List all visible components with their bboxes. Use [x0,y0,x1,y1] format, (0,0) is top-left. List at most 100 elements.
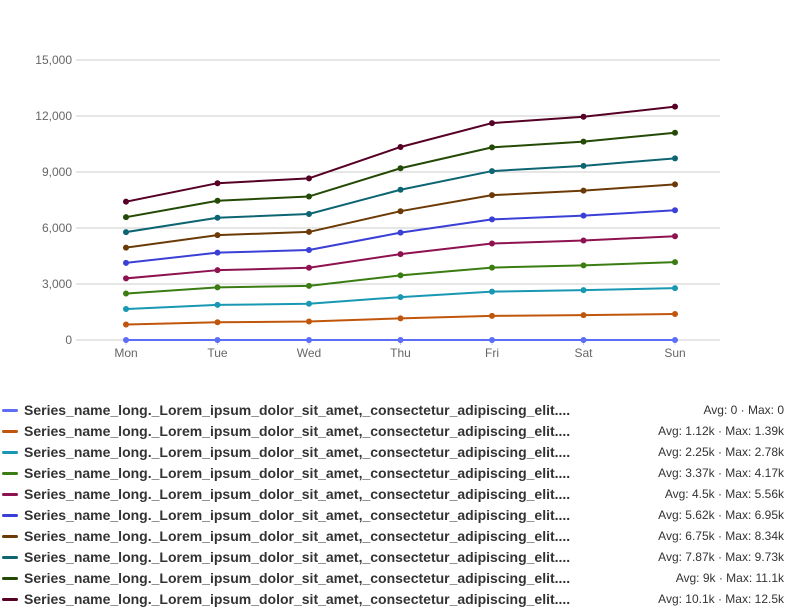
y-tick-label: 9,000 [42,165,72,179]
x-tick-label: Thu [390,346,411,360]
legend-series-stats: Avg: 6.75k · Max: 8.34k [658,529,784,543]
legend-series-stats: Avg: 5.62k · Max: 6.95k [658,508,784,522]
legend-series-stats: Avg: 4.5k · Max: 5.56k [664,487,784,501]
legend-series-name: Series_name_long._Lorem_ipsum_dolor_sit_… [24,444,571,460]
data-point [397,229,404,236]
x-axis-ticks: Mon Tue Wed Thu Fri Sat Sun [114,340,686,360]
data-point [397,165,404,172]
x-tick-label: Tue [207,346,228,360]
legend-item[interactable]: Series_name_long._Lorem_ipsum_dolor_sit_… [0,421,800,442]
legend-swatch [2,493,18,496]
legend-series-stats: Avg: 1.12k · Max: 1.39k [658,424,784,438]
legend-item[interactable]: Series_name_long._Lorem_ipsum_dolor_sit_… [0,589,800,610]
data-point [214,249,221,256]
data-point [214,337,221,343]
x-tick-label: Fri [485,346,499,360]
series-lines [123,103,678,343]
data-point [306,264,312,271]
data-point [214,232,221,239]
data-point [214,301,221,308]
y-tick-label: 0 [65,333,72,347]
data-point [489,144,495,151]
data-point [306,228,312,235]
series-2 [123,311,678,328]
data-point [489,337,495,343]
legend-series-name: Series_name_long._Lorem_ipsum_dolor_sit_… [24,486,571,502]
data-point [672,155,678,162]
data-point [306,175,312,182]
legend-swatch [2,535,18,538]
data-point [214,267,221,274]
data-point [672,103,678,110]
legend: Series_name_long._Lorem_ipsum_dolor_sit_… [0,400,800,610]
data-point [123,198,129,205]
x-tick-label: Mon [114,346,137,360]
data-point [123,306,129,313]
y-tick-label: 12,000 [35,109,72,123]
data-point [214,284,221,291]
data-point [123,229,129,236]
series-7 [123,181,678,251]
legend-series-name: Series_name_long._Lorem_ipsum_dolor_sit_… [24,549,571,565]
data-point [580,212,587,219]
data-point [489,288,495,295]
legend-series-stats: Avg: 9k · Max: 11.1k [675,571,784,585]
legend-item[interactable]: Series_name_long._Lorem_ipsum_dolor_sit_… [0,442,800,463]
legend-item[interactable]: Series_name_long._Lorem_ipsum_dolor_sit_… [0,484,800,505]
data-point [306,211,312,217]
data-point [306,247,312,254]
legend-series-stats: Avg: 2.25k · Max: 2.78k [658,445,784,459]
data-point [397,315,404,322]
data-point [672,129,678,136]
data-point [397,251,404,258]
series-1 [123,337,678,343]
series-9 [123,129,678,221]
data-point [489,168,495,175]
data-point [306,193,312,200]
legend-item[interactable]: Series_name_long._Lorem_ipsum_dolor_sit_… [0,568,800,589]
legend-item[interactable]: Series_name_long._Lorem_ipsum_dolor_sit_… [0,463,800,484]
data-point [306,282,312,289]
legend-series-stats: Avg: 3.37k · Max: 4.17k [658,466,784,480]
legend-series-name: Series_name_long._Lorem_ipsum_dolor_sit_… [24,423,571,439]
series-line [125,235,676,280]
x-tick-label: Sun [664,346,685,360]
line-chart: 0 3,000 6,000 9,000 12,000 15,000 Mon Tue Wed Th… [35,53,720,360]
data-point [397,208,404,215]
data-point [489,312,495,319]
legend-swatch [2,451,18,454]
data-point [214,214,221,221]
legend-series-name: Series_name_long._Lorem_ipsum_dolor_sit_… [24,528,571,544]
data-point [123,321,129,328]
legend-item[interactable]: Series_name_long._Lorem_ipsum_dolor_sit_… [0,505,800,526]
data-point [580,312,587,319]
legend-series-name: Series_name_long._Lorem_ipsum_dolor_sit_… [24,570,571,586]
legend-item[interactable]: Series_name_long._Lorem_ipsum_dolor_sit_… [0,547,800,568]
data-point [672,311,678,318]
legend-series-name: Series_name_long._Lorem_ipsum_dolor_sit_… [24,591,571,607]
data-point [397,186,404,193]
legend-series-name: Series_name_long._Lorem_ipsum_dolor_sit_… [24,465,571,481]
data-point [123,290,129,297]
legend-swatch [2,556,18,559]
data-point [580,187,587,194]
data-point [123,244,129,251]
data-point [123,275,129,282]
data-point [580,138,587,145]
legend-item[interactable]: Series_name_long._Lorem_ipsum_dolor_sit_… [0,400,800,421]
data-point [397,294,404,301]
data-point [489,240,495,247]
data-point [580,162,587,169]
data-point [580,237,587,244]
x-tick-label: Sat [574,346,593,360]
legend-swatch [2,514,18,517]
data-point [580,287,587,294]
data-point [489,216,495,223]
legend-swatch [2,472,18,475]
data-point [489,264,495,271]
legend-swatch [2,577,18,580]
y-tick-label: 3,000 [42,277,72,291]
legend-item[interactable]: Series_name_long._Lorem_ipsum_dolor_sit_… [0,526,800,547]
data-point [397,272,404,279]
data-point [672,207,678,214]
